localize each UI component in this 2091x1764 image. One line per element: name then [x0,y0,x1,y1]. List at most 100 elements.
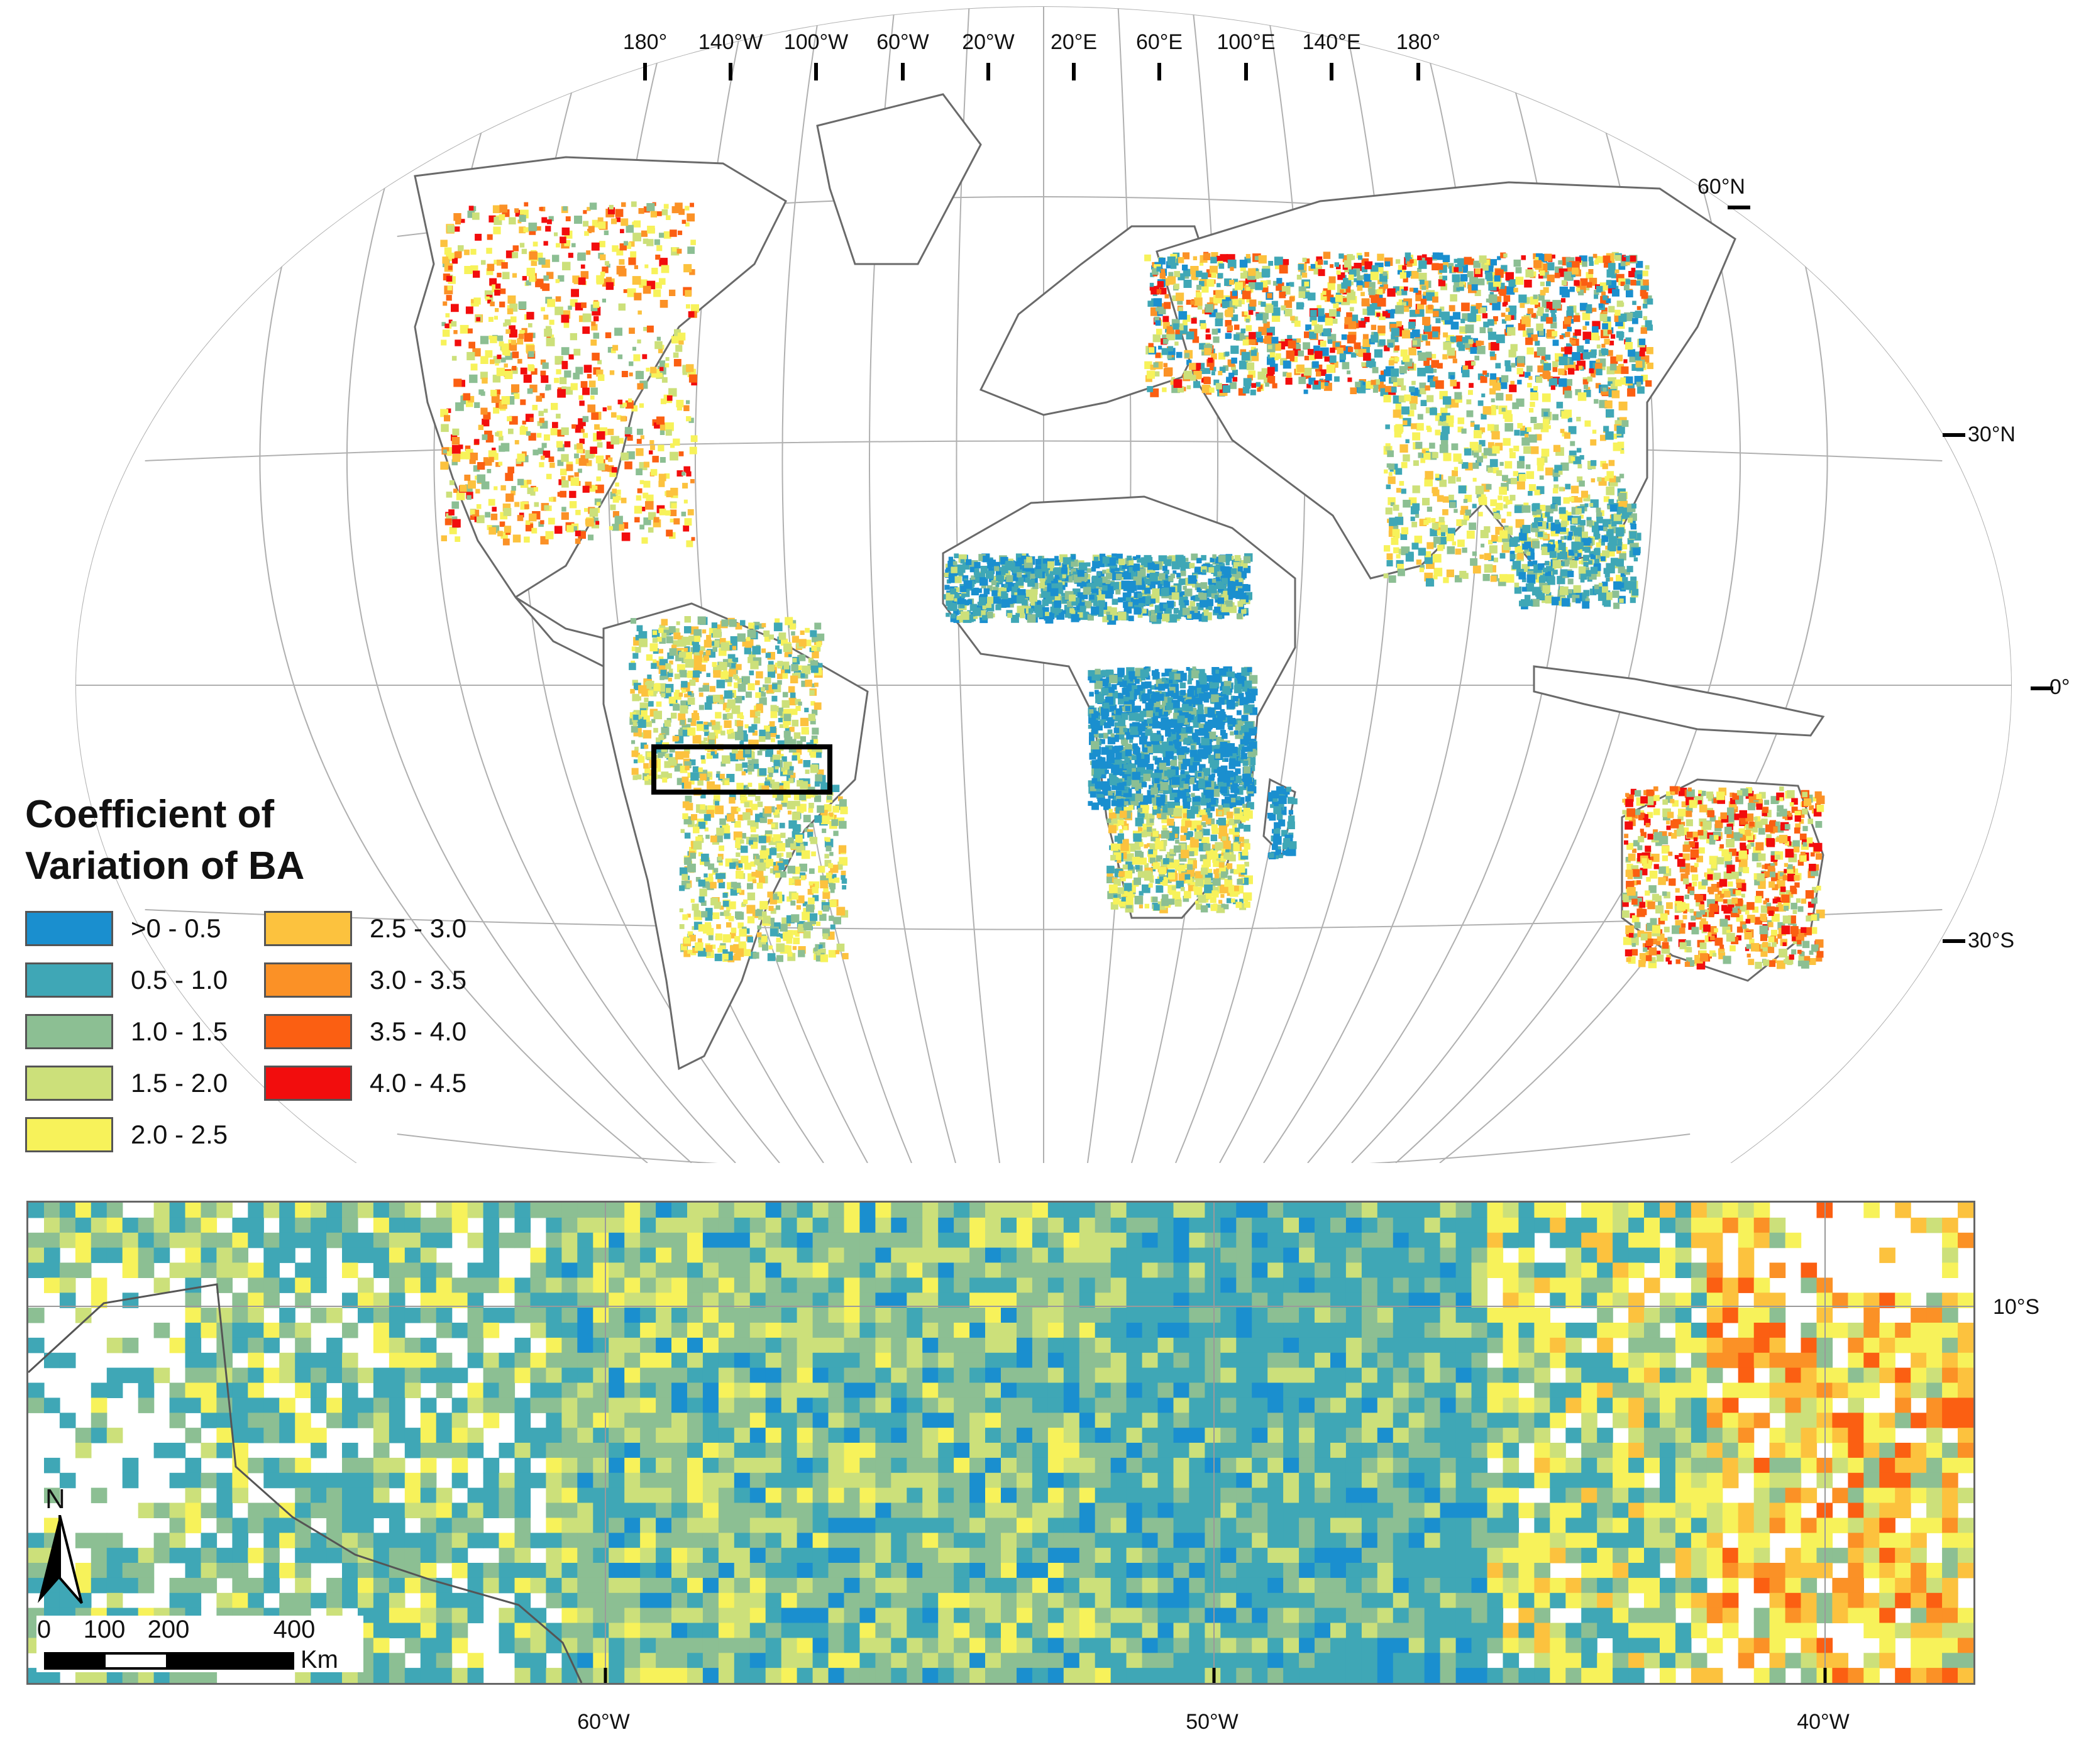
ba-cv-cell [775,645,780,650]
ba-cv-cell [1132,563,1140,571]
ba-cv-cell [1187,777,1194,785]
ba-cv-cell [621,218,629,226]
ba-cv-cell [1220,894,1225,898]
ba-cv-cell [523,374,532,383]
ba-cv-cell [715,712,722,719]
ba-cv-cell [448,509,455,515]
ba-cv-cell [1122,687,1130,695]
ba-cv-cell [1174,673,1181,680]
ba-cv-cell [1181,591,1187,597]
ba-cv-cell [1241,609,1247,614]
ba-cv-cell [455,219,461,224]
ba-cv-cell [1047,561,1054,568]
ba-cv-cell [762,944,769,951]
ba-cv-cell [705,834,710,839]
ba-cv-cell [1116,553,1123,561]
ba-cv-cell [670,519,674,523]
ba-cv-cell [621,202,626,207]
ba-cv-cell [1030,587,1038,595]
ba-cv-cell [495,432,499,436]
ba-cv-cell [781,670,785,674]
ba-cv-cell [805,627,810,633]
ba-cv-cell [1211,578,1217,583]
ba-cv-cell [800,875,806,881]
ba-cv-cell [600,254,606,260]
ba-cv-cell [1235,901,1242,908]
ba-cv-cell [1062,574,1066,578]
ba-cv-cell [444,415,451,422]
ba-cv-cell [775,618,780,624]
ba-cv-cell [658,649,663,654]
ba-cv-cell [719,662,727,671]
ba-cv-cell [1231,898,1235,903]
ba-cv-cell [746,692,752,698]
ba-cv-cell [1203,829,1210,835]
ba-cv-cell [780,871,786,878]
ba-cv-cell [1174,859,1179,866]
ba-cv-cell [562,262,571,270]
ba-cv-cell [1167,556,1172,561]
ba-cv-cell [570,383,578,390]
ba-cv-cell [649,440,654,445]
ba-cv-cell [659,430,665,435]
ba-cv-cell [509,329,517,338]
ba-cv-cell [1127,679,1134,687]
ba-cv-cell [672,736,678,742]
ba-cv-cell [631,725,638,733]
ba-cv-cell [463,393,471,400]
ba-cv-cell [1148,849,1153,854]
ba-cv-cell [1177,592,1183,598]
ba-cv-cell [623,289,627,294]
ba-cv-cell [653,727,658,733]
ba-cv-cell [1233,730,1239,735]
ba-cv-cell [701,911,708,918]
ba-cv-cell [683,525,690,532]
ba-cv-cell [1035,565,1042,571]
ba-cv-cell [1145,758,1150,763]
ba-cv-cell [1162,566,1167,571]
ba-cv-cell [1123,825,1128,830]
ba-cv-cell [950,560,956,565]
ba-cv-cell [455,226,460,232]
ba-cv-cell [653,710,662,720]
ba-cv-cell [1118,597,1123,603]
ba-cv-cell [653,517,659,523]
ba-cv-cell [1022,593,1030,601]
ba-cv-cell [1115,573,1122,580]
ba-cv-cell [693,661,702,671]
ba-cv-cell [541,443,547,448]
ba-cv-cell [1039,583,1045,588]
ba-cv-cell [969,604,977,611]
ba-cv-cell [499,204,508,213]
ba-cv-cell [950,588,956,595]
ba-cv-cell [539,462,544,468]
ba-cv-cell [637,756,645,763]
ba-cv-cell [517,478,524,485]
ba-cv-cell [720,912,724,916]
ba-cv-cell [819,913,827,921]
ba-cv-cell [1233,562,1240,569]
ba-cv-cell [731,663,737,668]
ba-cv-cell [803,842,808,846]
ba-cv-cell [571,289,579,297]
ba-cv-cell [1149,602,1154,607]
ba-cv-cell [583,433,588,438]
ba-cv-cell [529,417,534,422]
ba-cv-cell [1193,736,1200,742]
ba-cv-cell [468,206,474,211]
ba-cv-cell [1236,796,1241,800]
ba-cv-cell [1235,799,1242,806]
ba-cv-cell [803,815,811,822]
ba-cv-cell [687,718,692,722]
ba-cv-cell [956,615,961,620]
ba-cv-cell [689,446,697,455]
ba-cv-cell [716,827,724,836]
ba-cv-cell [777,673,783,680]
ba-cv-cell [1201,554,1206,561]
ba-cv-cell [480,356,488,364]
ba-cv-cell [621,371,628,377]
ba-cv-cell [577,254,584,261]
ba-cv-cell [464,250,470,255]
ba-cv-cell [811,851,816,857]
ba-cv-cell [1240,752,1247,759]
